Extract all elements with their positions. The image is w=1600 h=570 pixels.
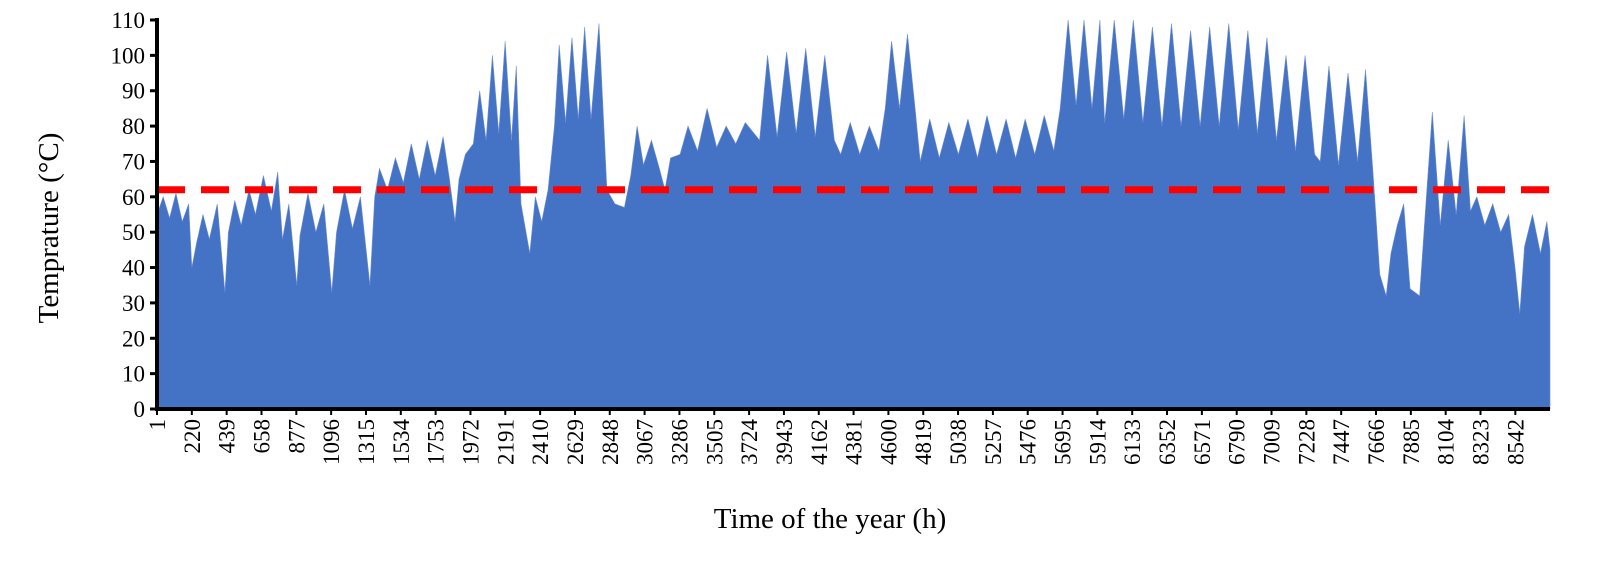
- y-tick-label: 10: [122, 362, 145, 387]
- x-tick-label: 5914: [1085, 419, 1110, 466]
- x-tick-label: 7228: [1294, 419, 1319, 465]
- y-tick-label: 90: [122, 79, 145, 104]
- x-tick-label: 4600: [876, 419, 901, 465]
- x-tick-label: 5476: [1016, 419, 1041, 465]
- x-tick-label: 1: [145, 419, 170, 431]
- x-tick-label: 658: [249, 419, 274, 454]
- y-tick-label: 40: [122, 256, 145, 281]
- y-tick-label: 70: [122, 149, 145, 174]
- x-tick-label: 2410: [528, 419, 553, 465]
- x-tick-label: 5257: [981, 419, 1006, 465]
- x-tick-label: 6133: [1120, 419, 1145, 465]
- x-tick-label: 7009: [1260, 419, 1285, 465]
- x-tick-label: 2848: [598, 419, 623, 465]
- y-tick-label: 50: [122, 220, 145, 245]
- x-tick-label: 7447: [1329, 419, 1354, 465]
- x-tick-label: 220: [180, 419, 205, 454]
- y-tick-label: 0: [134, 397, 146, 422]
- x-tick-label: 3943: [772, 419, 797, 465]
- y-tick-label: 100: [111, 43, 146, 68]
- y-tick-label: 60: [122, 185, 145, 210]
- x-tick-label: 3067: [633, 419, 658, 465]
- x-tick-label: 877: [284, 419, 309, 454]
- x-tick-label: 4819: [911, 419, 936, 465]
- x-tick-label: 3724: [737, 419, 762, 466]
- x-tick-label: 6352: [1155, 419, 1180, 465]
- x-tick-label: 1534: [389, 419, 414, 466]
- x-tick-label: 5695: [1051, 419, 1076, 465]
- x-tick-label: 1096: [319, 419, 344, 465]
- x-tick-label: 7666: [1364, 419, 1389, 465]
- x-tick-label: 2191: [493, 419, 518, 465]
- x-axis-label: Time of the year (h): [714, 503, 946, 535]
- x-tick-label: 7885: [1399, 419, 1424, 465]
- x-tick-label: 8542: [1503, 419, 1528, 465]
- x-tick-label: 3286: [667, 419, 692, 465]
- x-tick-label: 3505: [702, 419, 727, 465]
- x-tick-label: 1753: [424, 419, 449, 465]
- x-tick-label: 6790: [1225, 419, 1250, 465]
- y-tick-label: 80: [122, 114, 145, 139]
- y-tick-label: 30: [122, 291, 145, 316]
- x-tick-label: 4381: [842, 419, 867, 465]
- x-tick-label: 1972: [458, 419, 483, 465]
- y-axis-label: Temprature (°C): [33, 133, 65, 324]
- x-tick-label: 439: [215, 419, 240, 454]
- x-tick-label: 4162: [807, 419, 832, 465]
- x-tick-label: 8323: [1469, 419, 1494, 465]
- y-tick-label: 20: [122, 326, 145, 351]
- x-tick-label: 8104: [1434, 419, 1459, 466]
- y-tick-label: 110: [111, 8, 145, 33]
- x-tick-label: 2629: [563, 419, 588, 465]
- x-tick-label: 5038: [946, 419, 971, 465]
- x-tick-label: 1315: [354, 419, 379, 465]
- x-tick-label: 6571: [1190, 419, 1215, 465]
- area: [156, 19, 1551, 410]
